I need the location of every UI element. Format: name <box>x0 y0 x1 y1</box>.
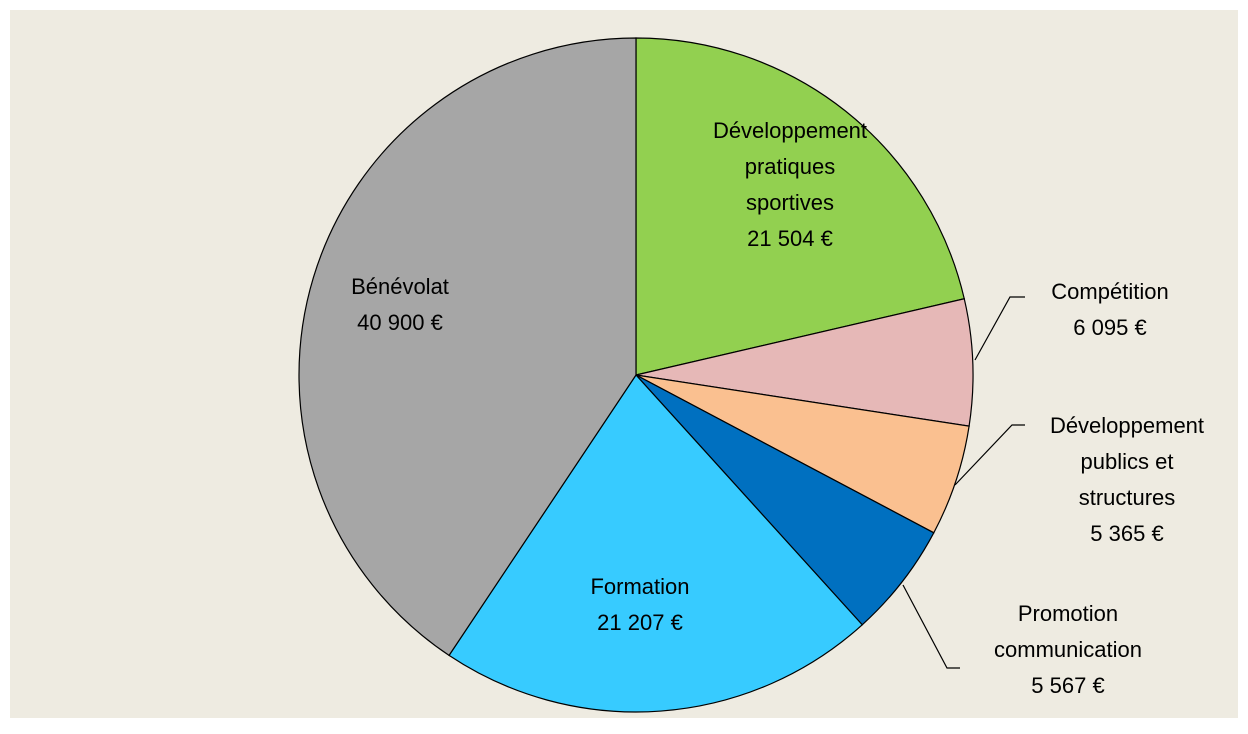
category-label: Bénévolat <box>351 274 449 299</box>
slice-label: Formation 21 207 € <box>540 569 740 641</box>
value-label: 40 900 € <box>357 310 443 335</box>
category-label: Développement pratiques sportives <box>712 118 868 215</box>
category-label: Développement publics et structures <box>1049 413 1205 510</box>
pie-slice <box>635 37 965 376</box>
value-label: 5 365 € <box>1090 521 1164 546</box>
slice-label: Promotion communication 5 567 € <box>968 596 1168 704</box>
value-label: 6 095 € <box>1073 315 1147 340</box>
slice-label: Bénévolat 40 900 € <box>300 269 500 341</box>
slice-label: Développement pratiques sportives 21 504 … <box>680 113 900 257</box>
slice-label: Développement publics et structures 5 365… <box>1017 408 1237 552</box>
value-label: 21 504 € <box>747 226 833 251</box>
category-label: Compétition <box>1051 279 1169 304</box>
leader-line <box>902 584 960 669</box>
leader-line <box>974 296 1025 361</box>
slice-label: Compétition 6 095 € <box>1010 274 1210 346</box>
leader-line <box>954 424 1025 486</box>
value-label: 5 567 € <box>1031 673 1105 698</box>
pie-slice <box>298 37 637 657</box>
pie-slice <box>635 298 974 427</box>
category-label: Promotion communication <box>994 601 1142 662</box>
pie-slice <box>448 374 864 713</box>
chart-area: Développement pratiques sportives 21 504 … <box>10 10 1238 718</box>
category-label: Formation <box>590 574 690 599</box>
chart <box>298 37 1025 713</box>
value-label: 21 207 € <box>597 610 683 635</box>
